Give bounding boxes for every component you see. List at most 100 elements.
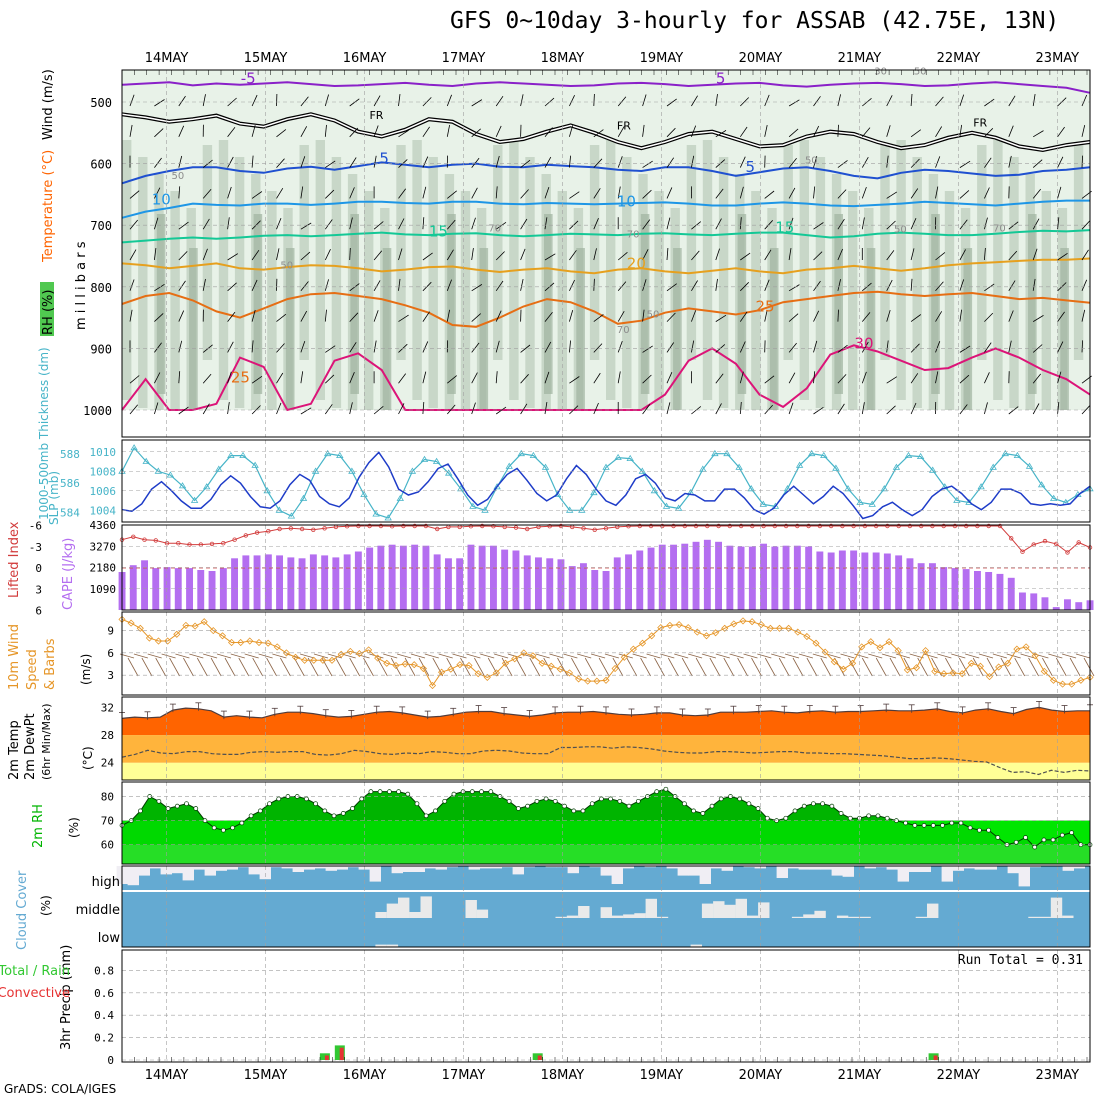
rh2m-point <box>801 803 807 809</box>
rh2m-point <box>967 825 973 831</box>
wind-barb <box>886 279 893 291</box>
lifted-index-point <box>885 523 890 529</box>
wind10-speed-point <box>310 656 318 664</box>
wind10-speed-point <box>1013 645 1021 653</box>
wind10-speed-point <box>520 649 528 657</box>
wind-barb <box>617 156 623 168</box>
precip-convective-bar <box>537 1055 542 1060</box>
wind-barb <box>154 99 165 107</box>
wind-barb <box>813 280 821 292</box>
cloud-high-clear <box>468 866 480 870</box>
cloud-middle-clear <box>578 906 590 918</box>
wind10-speed-point <box>200 618 208 626</box>
cloud-middle-clear <box>746 915 759 918</box>
cape-bar <box>546 558 554 610</box>
lifted-index-point <box>637 523 642 529</box>
wind-barb <box>666 372 673 384</box>
wind-barb <box>1057 402 1060 415</box>
rh2m-band-base <box>122 844 1090 864</box>
rh-shade-dark <box>382 248 392 428</box>
cape-bar <box>917 563 925 610</box>
wind-barb <box>544 341 552 353</box>
rh2m-point <box>691 808 696 814</box>
wind-barb <box>837 124 839 137</box>
day-label-bottom: 14MAY <box>145 1068 189 1083</box>
cloud-high-clear <box>281 866 293 869</box>
slp-point <box>771 502 780 509</box>
slp-point <box>178 482 187 489</box>
cloud-high-clear <box>215 866 227 871</box>
wind-barb <box>495 221 507 230</box>
wind10-barb-flag <box>147 653 162 659</box>
rh2m-point <box>396 789 401 794</box>
wind-barb <box>788 187 796 199</box>
slp-point <box>130 444 138 451</box>
wind-barb <box>959 219 968 230</box>
wind-barb <box>178 310 185 322</box>
wind-barb <box>788 128 799 138</box>
wind10-speed-point <box>511 655 519 663</box>
cape-bar <box>512 550 520 610</box>
isotherm-20 <box>121 257 1091 275</box>
wind-barb <box>764 125 768 137</box>
lifted-index-point <box>772 523 777 529</box>
lifted-index-point <box>1076 540 1081 545</box>
rh-shade-mid <box>977 145 987 360</box>
slp-point <box>928 466 937 473</box>
wind10-barb <box>903 657 915 677</box>
cloud-high-clear <box>567 866 579 874</box>
cloud-middle-clear <box>1039 916 1051 918</box>
slp-point <box>505 462 513 469</box>
wind-barb <box>813 186 816 199</box>
cape-bar <box>557 559 565 610</box>
wind10-barb <box>515 657 527 677</box>
rh-shade-mid <box>267 191 277 424</box>
wind-barb <box>202 403 210 415</box>
wind-barb <box>349 312 359 322</box>
cape-bar <box>208 571 216 610</box>
precip-convective-bar <box>339 1047 344 1060</box>
wind10-speed-point <box>602 676 610 684</box>
wind-barb <box>398 218 405 230</box>
lifted-index-point <box>817 523 823 529</box>
wind10-barb-flag <box>133 653 149 659</box>
wind-barb <box>202 248 208 261</box>
wind10-barb <box>958 657 970 677</box>
dewpoint-line <box>121 746 1091 776</box>
slp-point <box>432 457 441 464</box>
rh2m-point <box>534 798 540 804</box>
wind10-speed-point <box>1004 659 1012 667</box>
wind10-barb <box>1055 657 1067 677</box>
rh2m-point <box>165 806 171 811</box>
wind10-speed-point <box>456 661 464 669</box>
rh2m-point <box>635 798 641 804</box>
rh2m-point <box>811 801 816 807</box>
lifted-index-point <box>727 523 732 529</box>
wind10-barb-flag <box>1020 653 1035 659</box>
cloud-middle-clear <box>420 896 432 918</box>
cloud-middle-clear <box>758 902 770 918</box>
rh-shade-mid <box>1073 145 1084 360</box>
wind-barb <box>691 95 698 107</box>
wind-barb <box>1008 340 1012 353</box>
cape-bar <box>658 544 666 610</box>
rh-shade-mid <box>525 157 535 408</box>
cloud-high-clear <box>226 866 238 870</box>
rh-shade-mid <box>234 157 245 408</box>
isotherm-0-inner <box>121 113 1091 151</box>
wind10-speed-point <box>246 637 254 645</box>
rh2m-point <box>589 801 595 807</box>
cape-bar <box>647 547 655 610</box>
wind-barb <box>642 249 649 261</box>
wind-barb <box>593 314 604 322</box>
cloud-middle-clear <box>645 898 657 918</box>
lifted-index-point <box>254 530 260 535</box>
wind-barb <box>373 250 383 261</box>
day-label-bottom: 16MAY <box>343 1068 387 1083</box>
wind10-barb-flag <box>1006 653 1021 659</box>
wind-barb <box>642 189 652 199</box>
wind-barb <box>788 99 800 107</box>
wind-axis-label: Wind (m/s) <box>41 69 56 140</box>
wind-barb <box>1057 126 1065 138</box>
wind10-speed-point <box>374 654 382 662</box>
